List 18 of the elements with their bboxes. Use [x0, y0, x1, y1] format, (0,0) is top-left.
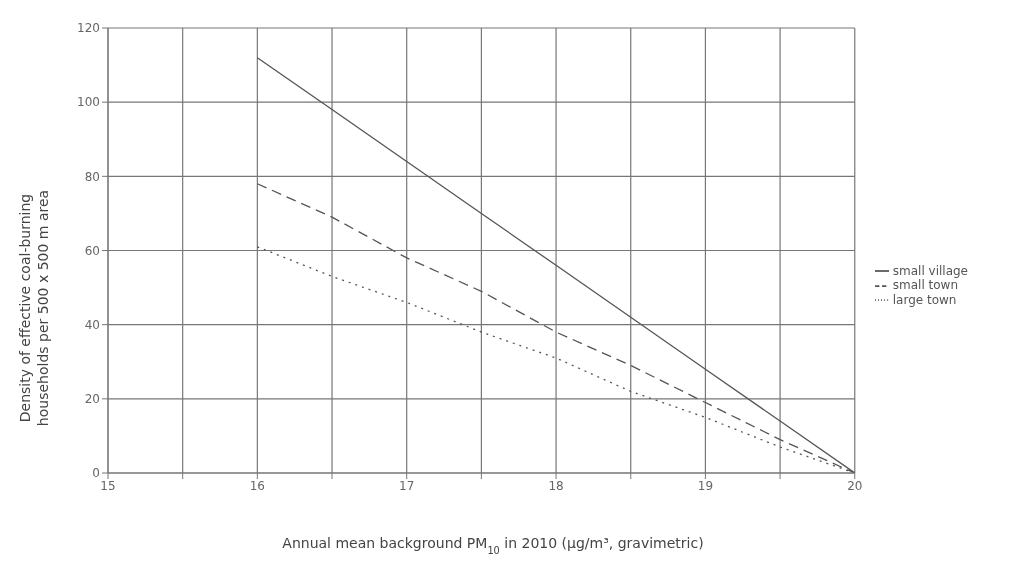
y-tick-label: 20 — [84, 392, 100, 407]
x-tick-label: 18 — [548, 478, 564, 493]
x-tick-label: 16 — [249, 478, 265, 493]
y-tick-label: 60 — [84, 243, 100, 258]
x-tick-label: 15 — [100, 478, 116, 493]
y-tick-label: 0 — [92, 466, 100, 481]
y-tick-label: 80 — [84, 169, 100, 184]
y-tick-label: 100 — [77, 95, 100, 110]
legend-label: large town — [892, 292, 957, 307]
y-axis-title: Density of effective coal-burning households per 500 x 500 m area — [17, 189, 51, 427]
y-tick-label: 40 — [84, 317, 100, 332]
y-tick-label: 120 — [77, 21, 100, 36]
x-tick-label: 19 — [697, 478, 714, 493]
legend-label: small village — [892, 263, 968, 278]
legend-label: small town — [892, 278, 959, 293]
x-axis-title: Annual mean background PM$_{10}$ in 2010 (µg/m³, gravimetric) — [282, 535, 704, 556]
x-tick-label: 17 — [399, 478, 415, 493]
x-tick-label: 20 — [847, 478, 863, 493]
